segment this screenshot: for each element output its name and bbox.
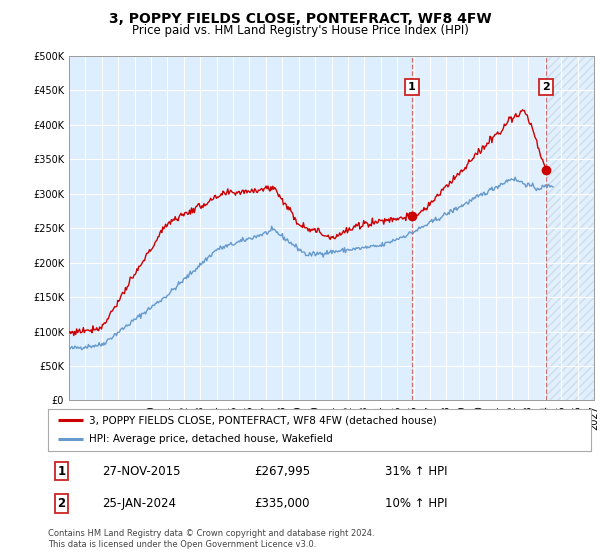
Text: 3, POPPY FIELDS CLOSE, PONTEFRACT, WF8 4FW (detached house): 3, POPPY FIELDS CLOSE, PONTEFRACT, WF8 4… bbox=[89, 415, 436, 425]
Text: 1: 1 bbox=[58, 465, 65, 478]
Text: £335,000: £335,000 bbox=[254, 497, 310, 510]
Bar bbox=[546, 56, 594, 400]
Text: Contains HM Land Registry data © Crown copyright and database right 2024.
This d: Contains HM Land Registry data © Crown c… bbox=[48, 529, 374, 549]
Text: 2: 2 bbox=[58, 497, 65, 510]
Text: £267,995: £267,995 bbox=[254, 465, 310, 478]
Text: Price paid vs. HM Land Registry's House Price Index (HPI): Price paid vs. HM Land Registry's House … bbox=[131, 24, 469, 36]
Bar bbox=[546, 56, 594, 400]
Text: 25-JAN-2024: 25-JAN-2024 bbox=[103, 497, 176, 510]
Text: 27-NOV-2015: 27-NOV-2015 bbox=[103, 465, 181, 478]
Bar bbox=[412, 56, 594, 400]
Text: 3, POPPY FIELDS CLOSE, PONTEFRACT, WF8 4FW: 3, POPPY FIELDS CLOSE, PONTEFRACT, WF8 4… bbox=[109, 12, 491, 26]
Text: 2: 2 bbox=[542, 82, 550, 92]
Text: 1: 1 bbox=[408, 82, 416, 92]
Text: 10% ↑ HPI: 10% ↑ HPI bbox=[385, 497, 447, 510]
Text: HPI: Average price, detached house, Wakefield: HPI: Average price, detached house, Wake… bbox=[89, 435, 332, 445]
Text: 31% ↑ HPI: 31% ↑ HPI bbox=[385, 465, 447, 478]
